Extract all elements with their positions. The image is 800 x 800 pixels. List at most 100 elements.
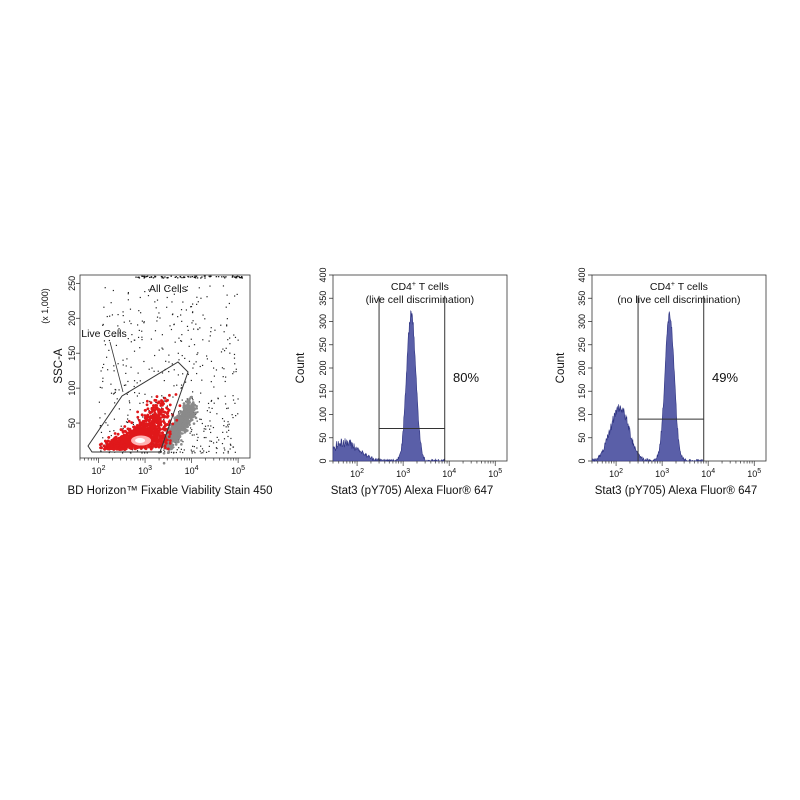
cell-dot	[108, 451, 110, 454]
y-tick-label: 100	[67, 381, 77, 396]
cell-dot	[148, 368, 150, 370]
cell-dot	[136, 450, 139, 452]
cell-dot	[217, 276, 220, 278]
cell-dot	[134, 339, 136, 341]
cell-dot	[233, 371, 235, 373]
cell-dot	[171, 301, 173, 303]
dead-cell-dot	[180, 443, 183, 446]
cell-dot	[126, 421, 129, 424]
cell-dot	[165, 360, 167, 362]
cell-dot	[210, 275, 212, 277]
live-cell-dot	[140, 413, 144, 417]
cell-dot	[214, 329, 216, 331]
live-cell-dot	[107, 446, 111, 450]
dead-cell-dot	[181, 428, 185, 432]
cell-dot	[99, 417, 101, 419]
cell-dot	[213, 375, 215, 377]
live-cell-dot	[157, 409, 160, 413]
cell-dot	[174, 442, 176, 444]
cell-dot	[226, 318, 228, 320]
dead-cell-dot	[194, 416, 198, 420]
cell-dot	[163, 379, 165, 382]
cell-dot	[194, 275, 196, 277]
cell-dot	[193, 445, 195, 448]
cell-dot	[190, 306, 192, 308]
cell-dot	[119, 332, 121, 334]
cell-dot	[110, 302, 112, 304]
y-tick-label: 250	[577, 337, 587, 352]
cell-dot	[170, 275, 172, 277]
cell-dot	[106, 356, 108, 358]
y-tick-label: 50	[318, 433, 328, 443]
live-cells-gate	[87, 361, 189, 453]
x-tick-label: 104	[701, 468, 715, 479]
cell-dot	[170, 451, 173, 453]
cell-dot	[149, 400, 151, 402]
cell-dot	[189, 427, 192, 429]
cell-dot	[169, 325, 171, 327]
cell-dot	[198, 401, 200, 403]
cell-dot	[103, 306, 105, 308]
cell-dot	[163, 418, 165, 421]
cell-dot	[110, 434, 112, 437]
cell-dot	[213, 402, 215, 404]
cell-dot	[142, 402, 144, 404]
cell-dot	[154, 276, 157, 278]
cell-dot	[178, 439, 180, 441]
x-tick-label: 102	[609, 468, 623, 479]
cell-dot	[177, 316, 179, 318]
histogram-area	[332, 310, 445, 462]
cell-dot	[202, 339, 204, 341]
cell-dot	[180, 314, 182, 316]
dead-cell-dot	[188, 423, 191, 427]
cell-dot	[211, 407, 213, 410]
dead-cell-dot	[192, 407, 195, 410]
y-tick-label: 200	[577, 360, 587, 375]
cell-dot	[218, 439, 220, 441]
y-tick-label: 50	[67, 418, 77, 428]
cell-dot	[201, 422, 203, 425]
cell-dot	[108, 349, 110, 351]
cell-dot	[142, 275, 144, 277]
cell-dot	[113, 430, 115, 432]
cell-dot	[233, 353, 236, 356]
cell-dot	[181, 354, 183, 357]
cell-dot	[204, 275, 206, 277]
cell-dot	[163, 449, 165, 451]
cell-dot	[175, 276, 177, 278]
cell-dot	[205, 428, 207, 430]
live-cell-dot	[163, 444, 167, 448]
cell-dot	[216, 447, 218, 450]
live-cell-dot	[126, 427, 130, 431]
cell-dot	[208, 445, 210, 447]
cell-dot	[142, 416, 144, 418]
cell-dot	[186, 289, 188, 291]
gate-label: Live Cells	[81, 328, 127, 340]
cell-dot	[235, 276, 238, 278]
cell-dot	[193, 344, 196, 346]
cell-dot	[133, 385, 135, 388]
cell-dot	[200, 297, 202, 299]
cell-dot	[141, 339, 143, 341]
cell-dot	[161, 277, 163, 279]
cell-dot	[223, 276, 225, 278]
cell-dot	[226, 324, 228, 326]
cell-dot	[200, 392, 202, 394]
live-cell-dot	[156, 419, 159, 423]
cell-dot	[225, 426, 227, 428]
cell-dot	[203, 436, 205, 439]
cell-dot	[166, 306, 168, 308]
cell-dot	[139, 402, 141, 404]
dead-cell-dot	[192, 422, 196, 425]
cell-dot	[130, 452, 132, 454]
live-cell-dot	[156, 401, 160, 405]
cell-dot	[193, 450, 195, 452]
live-cell-dot	[136, 410, 140, 414]
live-cell-dot	[153, 411, 157, 414]
cell-dot	[103, 363, 105, 365]
cell-dot	[228, 302, 230, 305]
histogram-percent: 80%	[453, 370, 479, 385]
cell-dot	[166, 405, 169, 407]
cell-dot	[227, 452, 229, 454]
